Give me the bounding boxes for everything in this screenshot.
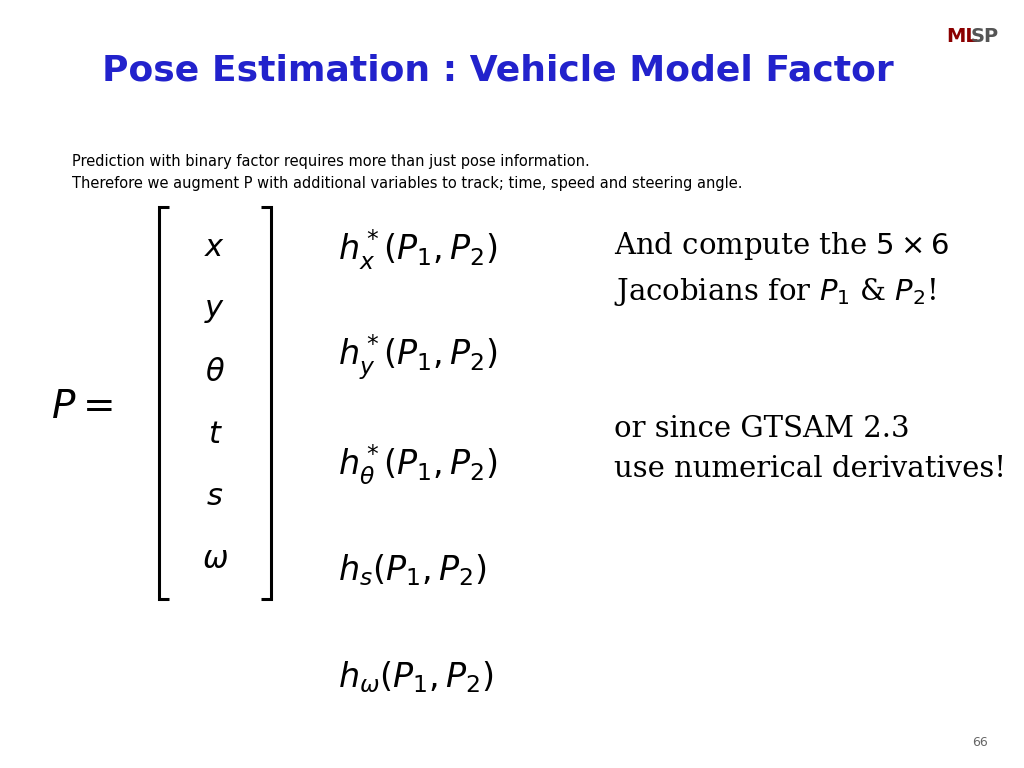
Text: SP: SP (971, 27, 998, 46)
Text: $s$: $s$ (207, 482, 223, 512)
Text: ML: ML (946, 27, 978, 46)
Text: or since GTSAM 2.3
use numerical derivatives!: or since GTSAM 2.3 use numerical derivat… (614, 415, 1007, 483)
Text: $P =$: $P =$ (51, 389, 113, 425)
Text: Pose Estimation : Vehicle Model Factor: Pose Estimation : Vehicle Model Factor (102, 54, 894, 88)
Text: $y$: $y$ (205, 294, 225, 325)
Text: $h^*_y(P_1, P_2)$: $h^*_y(P_1, P_2)$ (338, 333, 498, 382)
Text: $x$: $x$ (205, 232, 225, 263)
Text: $h_s(P_1, P_2)$: $h_s(P_1, P_2)$ (338, 552, 486, 588)
Text: $h^*_{\theta}(P_1, P_2)$: $h^*_{\theta}(P_1, P_2)$ (338, 442, 498, 487)
Text: $t$: $t$ (208, 419, 222, 450)
Text: $h^*_x(P_1, P_2)$: $h^*_x(P_1, P_2)$ (338, 227, 498, 272)
Text: Prediction with binary factor requires more than just pose information.
Therefor: Prediction with binary factor requires m… (72, 154, 742, 190)
Text: $h_{\omega}(P_1, P_2)$: $h_{\omega}(P_1, P_2)$ (338, 660, 494, 695)
Text: $\theta$: $\theta$ (205, 356, 225, 388)
Text: 66: 66 (973, 736, 988, 749)
Text: And compute the $5 \times 6$
Jacobians for $P_1$ & $P_2$!: And compute the $5 \times 6$ Jacobians f… (614, 230, 949, 308)
Text: $\omega$: $\omega$ (202, 544, 228, 574)
